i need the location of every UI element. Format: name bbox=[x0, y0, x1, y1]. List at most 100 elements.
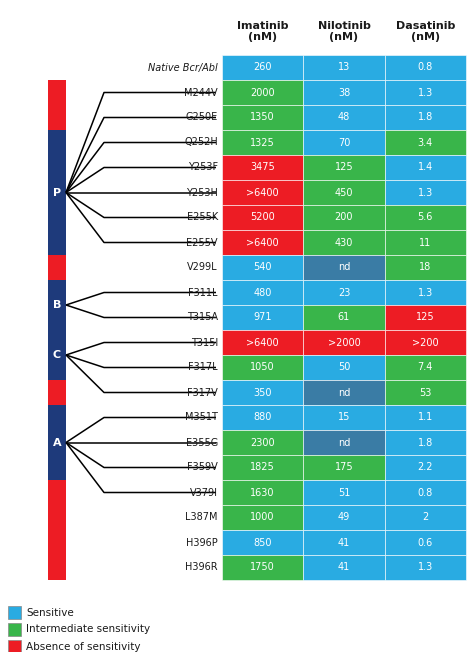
Bar bbox=[222, 305, 303, 330]
Bar bbox=[303, 255, 385, 280]
Text: 61: 61 bbox=[338, 312, 350, 323]
Bar bbox=[385, 430, 466, 455]
Bar bbox=[222, 555, 303, 580]
Bar bbox=[222, 505, 303, 530]
Text: M351T: M351T bbox=[185, 413, 218, 422]
Text: 0.8: 0.8 bbox=[418, 488, 433, 497]
Bar bbox=[303, 155, 385, 180]
Text: >200: >200 bbox=[412, 338, 438, 348]
Text: Sensitive: Sensitive bbox=[26, 608, 74, 617]
Text: 200: 200 bbox=[335, 213, 353, 222]
Text: 23: 23 bbox=[338, 288, 350, 297]
Text: 41: 41 bbox=[338, 537, 350, 548]
Text: 1.1: 1.1 bbox=[418, 413, 433, 422]
Text: Dasatinib
(nM): Dasatinib (nM) bbox=[396, 21, 455, 42]
Bar bbox=[385, 480, 466, 505]
Text: 175: 175 bbox=[335, 462, 353, 473]
Text: Q252H: Q252H bbox=[184, 138, 218, 147]
Text: Y253H: Y253H bbox=[186, 188, 218, 198]
Text: H396P: H396P bbox=[186, 537, 218, 548]
Bar bbox=[222, 280, 303, 305]
Bar bbox=[222, 55, 303, 80]
Bar bbox=[385, 305, 466, 330]
Text: 480: 480 bbox=[254, 288, 272, 297]
Text: 50: 50 bbox=[338, 363, 350, 372]
Bar bbox=[385, 130, 466, 155]
Text: 540: 540 bbox=[254, 263, 272, 273]
Text: E355G: E355G bbox=[186, 437, 218, 447]
Bar bbox=[303, 505, 385, 530]
Bar bbox=[385, 355, 466, 380]
Text: 5200: 5200 bbox=[250, 213, 275, 222]
Bar bbox=[303, 555, 385, 580]
Text: 450: 450 bbox=[335, 188, 353, 198]
Bar bbox=[385, 180, 466, 205]
Bar bbox=[303, 180, 385, 205]
Bar bbox=[385, 455, 466, 480]
Text: 2300: 2300 bbox=[250, 437, 275, 447]
Text: T315I: T315I bbox=[191, 338, 218, 348]
Text: 49: 49 bbox=[338, 512, 350, 522]
Text: nd: nd bbox=[338, 263, 350, 273]
Text: 41: 41 bbox=[338, 563, 350, 572]
Text: 51: 51 bbox=[338, 488, 350, 497]
Bar bbox=[385, 280, 466, 305]
Bar bbox=[222, 155, 303, 180]
Bar bbox=[303, 355, 385, 380]
Bar bbox=[385, 105, 466, 130]
Text: H396R: H396R bbox=[185, 563, 218, 572]
Text: 1.3: 1.3 bbox=[418, 87, 433, 98]
Bar bbox=[303, 530, 385, 555]
Text: 5.6: 5.6 bbox=[418, 213, 433, 222]
Bar bbox=[385, 155, 466, 180]
Bar bbox=[222, 105, 303, 130]
Text: 13: 13 bbox=[338, 63, 350, 72]
Bar bbox=[303, 380, 385, 405]
Text: B: B bbox=[53, 300, 61, 310]
Bar bbox=[222, 480, 303, 505]
Text: 350: 350 bbox=[254, 387, 272, 398]
Text: F359V: F359V bbox=[187, 462, 218, 473]
Bar bbox=[222, 430, 303, 455]
Text: 7.4: 7.4 bbox=[418, 363, 433, 372]
Text: L387M: L387M bbox=[185, 512, 218, 522]
Bar bbox=[8, 606, 21, 619]
Text: 850: 850 bbox=[254, 537, 272, 548]
Text: >6400: >6400 bbox=[246, 338, 279, 348]
Text: Intermediate sensitivity: Intermediate sensitivity bbox=[26, 625, 150, 634]
Text: 1.8: 1.8 bbox=[418, 113, 433, 123]
Bar bbox=[303, 405, 385, 430]
Text: 15: 15 bbox=[338, 413, 350, 422]
Bar bbox=[303, 205, 385, 230]
Bar bbox=[303, 105, 385, 130]
Text: E255V: E255V bbox=[186, 237, 218, 248]
Bar bbox=[303, 280, 385, 305]
Text: 11: 11 bbox=[419, 237, 431, 248]
Text: T315A: T315A bbox=[187, 312, 218, 323]
Text: 125: 125 bbox=[416, 312, 435, 323]
Bar bbox=[8, 640, 21, 652]
Text: 1000: 1000 bbox=[250, 512, 275, 522]
Text: 3475: 3475 bbox=[250, 162, 275, 173]
Text: Absence of sensitivity: Absence of sensitivity bbox=[26, 642, 140, 651]
Bar bbox=[385, 505, 466, 530]
Bar bbox=[385, 80, 466, 105]
Bar bbox=[8, 623, 21, 636]
Text: 1.8: 1.8 bbox=[418, 437, 433, 447]
Bar bbox=[222, 130, 303, 155]
Text: >6400: >6400 bbox=[246, 188, 279, 198]
Text: C: C bbox=[53, 350, 61, 360]
Bar bbox=[48, 330, 66, 380]
Bar bbox=[222, 180, 303, 205]
Text: 430: 430 bbox=[335, 237, 353, 248]
Text: E255K: E255K bbox=[187, 213, 218, 222]
Bar bbox=[385, 380, 466, 405]
Bar bbox=[303, 55, 385, 80]
Text: F311L: F311L bbox=[189, 288, 218, 297]
Bar bbox=[385, 230, 466, 255]
Bar bbox=[303, 305, 385, 330]
Bar bbox=[303, 430, 385, 455]
Text: Native Bcr/Abl: Native Bcr/Abl bbox=[148, 63, 218, 72]
Bar bbox=[303, 130, 385, 155]
Text: 971: 971 bbox=[254, 312, 272, 323]
